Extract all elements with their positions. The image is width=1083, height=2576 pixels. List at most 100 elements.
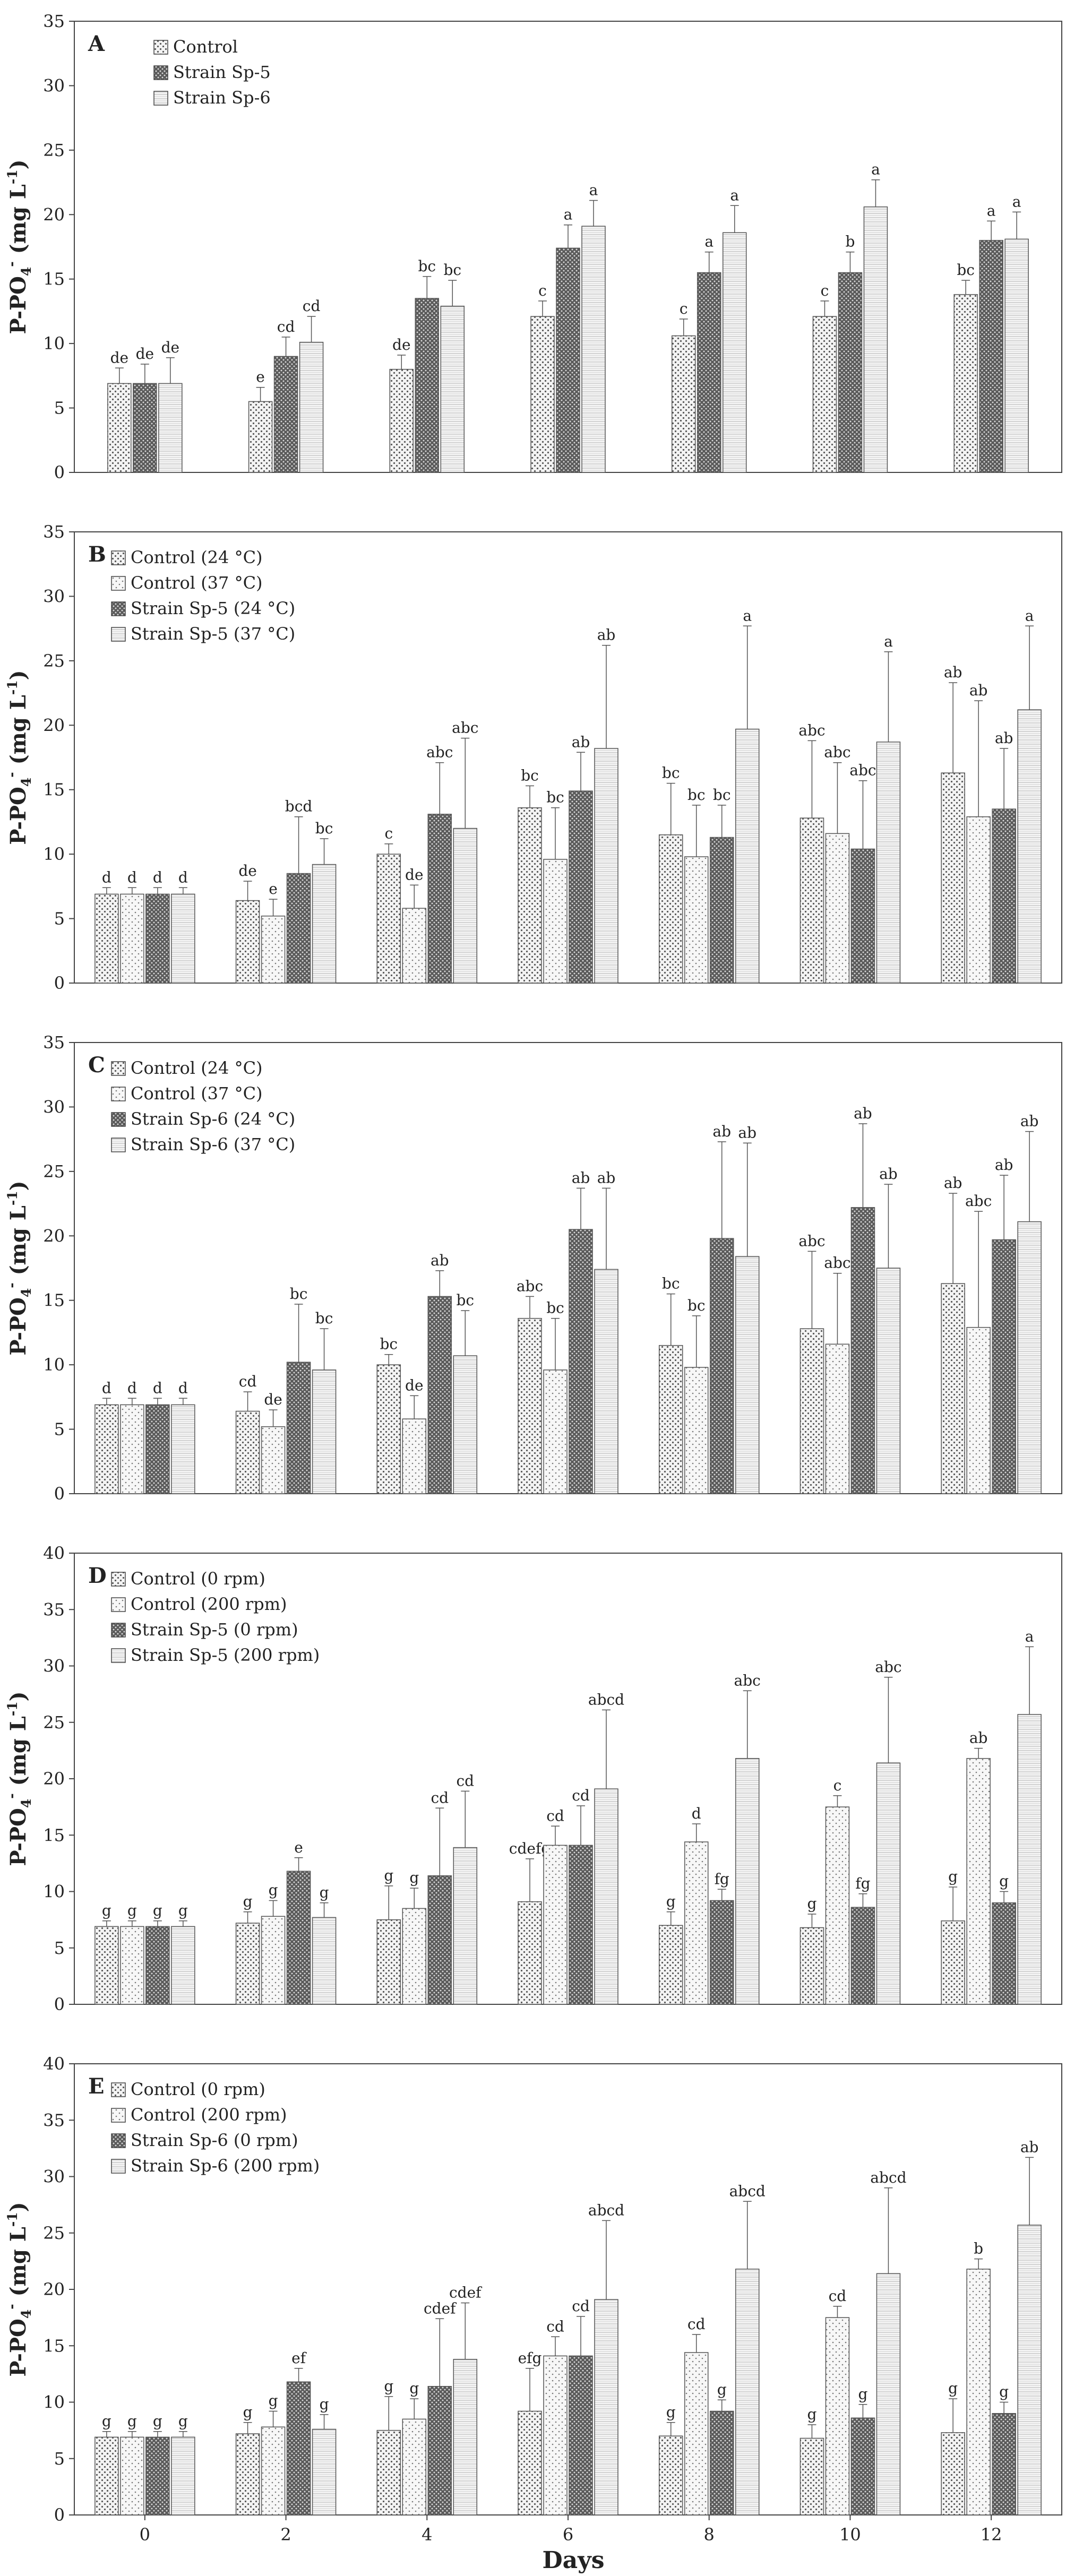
x-tick-label: 2 — [280, 2525, 291, 2545]
significance-label: d — [127, 868, 137, 886]
legend-swatch — [111, 1087, 126, 1101]
y-axis-title-part: -1 — [5, 169, 20, 184]
significance-label: de — [392, 336, 411, 354]
y-tick-label: 5 — [54, 398, 65, 418]
bar — [594, 1788, 618, 2005]
legend-swatch — [111, 2133, 126, 2148]
significance-label: ab — [854, 1105, 872, 1122]
bar — [735, 1256, 760, 1494]
significance-label: a — [987, 202, 996, 219]
bar — [312, 2428, 337, 2515]
bar — [1017, 709, 1042, 984]
bar — [389, 368, 414, 473]
significance-label: d — [102, 1379, 111, 1397]
bar — [800, 1328, 824, 1494]
y-axis-title-part: - — [4, 772, 19, 777]
significance-label: g — [999, 1873, 1009, 1890]
x-tick-label: 6 — [563, 2525, 573, 2545]
y-tick-label: 5 — [54, 909, 65, 929]
bar — [273, 356, 298, 473]
significance-label: g — [153, 2413, 162, 2430]
legend-swatch — [111, 1138, 126, 1152]
bar — [402, 1418, 427, 1494]
significance-label: abc — [452, 719, 478, 737]
significance-label: c — [821, 282, 829, 299]
significance-label: c — [538, 282, 547, 299]
legend-label: Strain Sp-5 (200 rpm) — [131, 1645, 320, 1665]
significance-label: cdef — [424, 2299, 457, 2317]
bar — [825, 1806, 850, 2005]
significance-label: cd — [456, 1772, 474, 1789]
y-tick-label: 5 — [54, 1419, 65, 1440]
significance-label: bcd — [285, 798, 313, 815]
legend-swatch — [111, 2082, 126, 2097]
bar — [569, 1229, 593, 1494]
significance-label: g — [178, 2413, 188, 2430]
significance-label: g — [807, 1895, 816, 1912]
bar — [1004, 238, 1029, 473]
significance-label: d — [153, 1379, 162, 1397]
significance-label: a — [884, 633, 893, 650]
significance-label: cd — [572, 1787, 590, 1804]
significance-label: abcd — [588, 1691, 624, 1708]
significance-label: abcd — [588, 2201, 624, 2219]
bar — [94, 2436, 119, 2515]
y-tick-label: 35 — [43, 1032, 65, 1053]
significance-label: abc — [824, 1254, 850, 1272]
bar — [120, 2436, 144, 2515]
bar — [120, 893, 144, 984]
y-axis-title-part: P-PO — [6, 276, 31, 334]
significance-label: g — [127, 1902, 137, 1919]
significance-label: abc — [849, 762, 876, 779]
significance-label: de — [405, 1376, 424, 1394]
significance-label: d — [102, 868, 111, 886]
significance-label: de — [238, 862, 257, 880]
bar — [427, 1296, 452, 1494]
significance-label: g — [269, 2392, 278, 2410]
significance-label: fg — [715, 1870, 729, 1888]
bar — [684, 856, 709, 984]
bar — [1017, 2225, 1042, 2515]
legend-label: Control (0 rpm) — [131, 2079, 265, 2099]
significance-label: abc — [875, 1658, 901, 1676]
y-tick-label: 35 — [43, 2110, 65, 2130]
y-tick-label: 25 — [43, 140, 65, 160]
significance-label: abcd — [870, 2169, 906, 2186]
significance-label: a — [1012, 193, 1021, 210]
significance-label: e — [269, 880, 278, 898]
y-axis-title-part: -1 — [5, 680, 20, 695]
bar — [594, 1269, 618, 1494]
significance-label: ab — [1020, 2138, 1039, 2156]
significance-label: g — [320, 1884, 329, 1901]
significance-label: bc — [546, 1299, 564, 1317]
significance-label: abc — [734, 1672, 761, 1689]
bar — [261, 1916, 286, 2005]
significance-label: g — [858, 2385, 867, 2403]
significance-label: bc — [957, 261, 975, 279]
bar — [876, 2273, 901, 2515]
bar — [966, 2269, 991, 2515]
significance-label: d — [178, 868, 188, 886]
bar — [145, 1926, 170, 2005]
bar — [953, 294, 978, 473]
significance-label: bc — [521, 766, 539, 784]
significance-label: bc — [662, 764, 680, 782]
y-axis-title-part: -1 — [5, 1191, 20, 1205]
significance-label: g — [384, 1867, 393, 1884]
bar — [941, 1283, 965, 1494]
bar — [453, 1847, 478, 2005]
bar — [658, 834, 683, 984]
y-axis-title-part: ) — [6, 1181, 31, 1191]
bar — [1017, 1221, 1042, 1494]
bar — [235, 2433, 260, 2515]
significance-label: abcd — [729, 2182, 766, 2200]
y-axis-title-part: P-PO — [6, 787, 31, 845]
bar — [427, 1875, 452, 2005]
bar — [658, 2435, 683, 2515]
plot-frame — [74, 531, 1062, 984]
y-axis-title-part: (mg L — [6, 184, 31, 261]
bar — [94, 1926, 119, 2005]
bar — [838, 272, 863, 473]
